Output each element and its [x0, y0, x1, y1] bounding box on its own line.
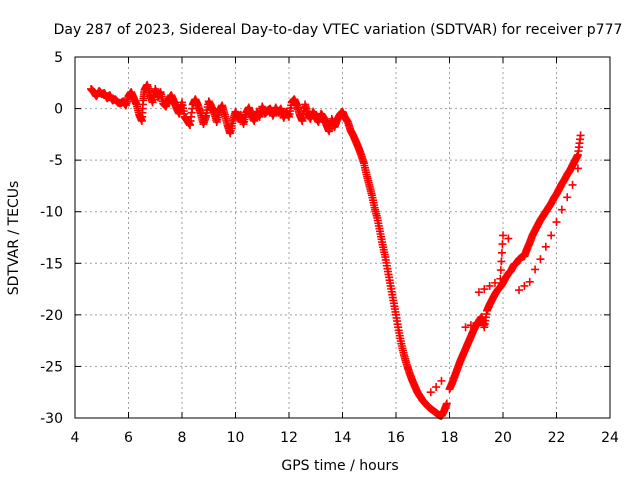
x-tick-label: 10 [227, 430, 245, 446]
data-point [498, 240, 507, 249]
y-axis-label: SDTVAR / TECUs [6, 181, 22, 296]
x-tick-label: 22 [548, 430, 566, 446]
y-tick-label: -20 [40, 308, 63, 324]
data-point [461, 323, 470, 332]
data-point [432, 383, 441, 392]
y-tick-label: -15 [40, 256, 63, 272]
data-point [525, 277, 534, 286]
x-tick-label: 12 [280, 430, 298, 446]
x-tick-label: 6 [124, 430, 133, 446]
data-point [496, 266, 505, 275]
chart-title: Day 287 of 2023, Sidereal Day-to-day VTE… [54, 22, 623, 38]
data-point [497, 257, 506, 266]
x-tick-label: 8 [178, 430, 187, 446]
data-point [490, 278, 499, 287]
data-point [531, 265, 540, 274]
data-point [497, 248, 506, 257]
x-tick-label: 20 [494, 430, 512, 446]
data-point [568, 180, 577, 189]
data-point [437, 376, 446, 385]
data-point [557, 205, 566, 214]
data-point [541, 242, 550, 251]
y-tick-label: -10 [40, 205, 63, 221]
x-tick-label: 18 [441, 430, 459, 446]
y-tick-label: -30 [40, 411, 63, 427]
data-point [499, 231, 507, 240]
y-tick-label: 5 [54, 50, 63, 66]
data-point [466, 321, 475, 330]
data-point [472, 319, 481, 328]
axis-ticks: 4 6 8 10 12 14 16 18 20 22 24 5 0 -5 -10 -15 -20 -25 -30 [40, 50, 619, 446]
data-point [496, 274, 505, 283]
data-point [426, 388, 435, 397]
data-point [536, 255, 545, 264]
data-point [485, 281, 494, 290]
data-point [515, 286, 524, 295]
data-point [474, 288, 483, 297]
data-point [573, 164, 582, 173]
data-points [87, 80, 585, 420]
y-tick-label: -25 [40, 359, 63, 375]
data-point [442, 399, 451, 408]
data-point [552, 218, 561, 227]
x-tick-label: 14 [334, 430, 352, 446]
data-point [563, 193, 572, 202]
x-axis-label: GPS time / hours [281, 458, 398, 474]
x-tick-label: 24 [601, 430, 619, 446]
data-point [547, 231, 556, 240]
y-tick-label: 0 [54, 102, 63, 118]
data-point [480, 285, 489, 294]
x-tick-label: 4 [71, 430, 80, 446]
data-point [504, 234, 513, 243]
y-tick-label: -5 [49, 153, 63, 169]
x-tick-label: 16 [387, 430, 405, 446]
data-point [520, 281, 529, 290]
data-point [576, 131, 585, 140]
